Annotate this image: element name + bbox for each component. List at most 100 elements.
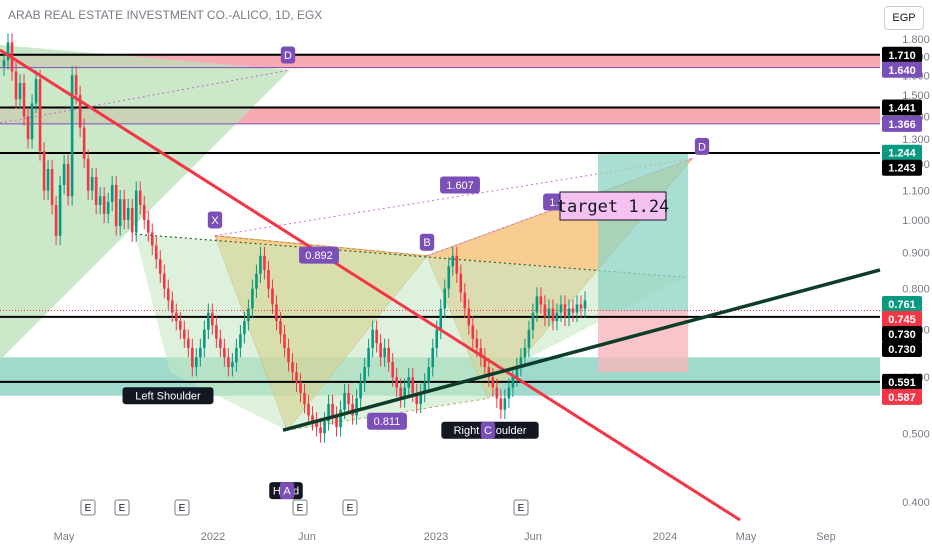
x-tick-label: 2022 [201, 531, 225, 543]
candle-body [559, 304, 563, 313]
candle-body [191, 347, 194, 368]
price-axis-label-bg [882, 144, 922, 161]
price-axis-label-bg [882, 311, 922, 328]
point-label-c: C [480, 421, 496, 439]
price-axis-label: 0.730 [882, 341, 922, 358]
y-tick-label: 1.300 [902, 134, 930, 146]
candle-body [555, 312, 559, 322]
green-uptrend-line [282, 268, 881, 432]
candle-body [215, 325, 218, 339]
price-axis-label: 1.441 [882, 99, 922, 116]
ratio-label-0811-text: 0.811 [374, 416, 401, 428]
candle-body [58, 185, 62, 236]
target-profit-zone [598, 152, 688, 311]
earnings-marker-text: E [518, 503, 525, 514]
candle-body [387, 347, 390, 363]
x-tick-label: May [736, 531, 757, 543]
point-label-c-bg [480, 421, 496, 439]
price-axis-label-text: 0.761 [888, 299, 916, 311]
candle-body [435, 329, 439, 348]
candle-body [383, 347, 386, 358]
left-shoulder-label-bg [122, 387, 214, 405]
candle-body [355, 398, 358, 416]
candle-body [126, 207, 130, 220]
currency-button[interactable]: EGP [884, 6, 924, 30]
candle-body [74, 75, 78, 96]
candle-body [391, 362, 394, 378]
price-axis-label-bg [882, 341, 922, 358]
left-triangle-dotted [0, 69, 291, 124]
candle-body [291, 362, 294, 373]
candle-body [118, 199, 122, 227]
earnings-marker-bg [292, 499, 308, 516]
earnings-marker[interactable]: E [114, 499, 130, 516]
candle-body [26, 116, 30, 140]
earnings-marker[interactable]: E [174, 499, 190, 516]
y-tick-label: 0.500 [902, 428, 930, 440]
candle-body [22, 83, 26, 117]
candle-body [523, 347, 527, 358]
candle-body [138, 190, 142, 205]
candle-body [110, 185, 114, 203]
x-tick-label: 2024 [653, 531, 677, 543]
earnings-marker-text: E [297, 503, 304, 514]
candle-body [243, 321, 246, 335]
price-axis-label-bg [882, 159, 922, 176]
point-label-d: D [694, 137, 710, 155]
y-tick-label: 1.800 [902, 34, 930, 46]
candle-body [203, 329, 206, 348]
candle-body [251, 288, 254, 309]
point-label-d-top-text: D [284, 50, 292, 62]
candle-body [551, 308, 555, 322]
point-label-x-bg [207, 211, 223, 229]
price-axis-label-bg [882, 46, 922, 63]
candle-body [227, 357, 230, 368]
price-axis-label: 0.745 [882, 311, 922, 328]
price-axis-label-text: 0.591 [888, 377, 916, 389]
earnings-marker[interactable]: E [513, 499, 529, 516]
candle-body [511, 377, 515, 388]
earnings-marker[interactable]: E [292, 499, 308, 516]
candle-body [14, 71, 18, 100]
candle-body [539, 296, 543, 305]
earnings-marker-bg [174, 499, 190, 516]
ratio-label-1607-bg [440, 176, 480, 194]
candle-body [359, 382, 362, 399]
candle-body [459, 273, 463, 293]
earnings-marker-text: E [179, 503, 186, 514]
price-axis-label-bg [882, 61, 922, 78]
point-label-d-top-bg [280, 46, 296, 64]
candle-body [179, 321, 182, 330]
price-axis-label-text: 1.243 [888, 163, 916, 175]
ratio-label-0892: 0.892 [299, 246, 339, 264]
candle-body [42, 151, 46, 191]
candle-body [471, 325, 475, 339]
candle-body [146, 219, 150, 233]
candle-body [303, 392, 306, 404]
xd-dotted [214, 158, 693, 237]
candle-body [154, 245, 158, 260]
candle-body [66, 163, 70, 197]
point-label-d-text: D [698, 141, 706, 153]
candle-body [255, 273, 258, 289]
price-axis-label-bg [882, 115, 922, 132]
candle-body [411, 377, 415, 393]
candle-body [94, 176, 98, 205]
candle-body [235, 347, 238, 363]
candle-body [531, 312, 535, 330]
point-label-d-bg [694, 137, 710, 155]
point-label-x-text: X [211, 215, 219, 227]
candle-body [399, 387, 402, 399]
price-axis-label-text: 1.710 [888, 50, 916, 62]
candle-body [319, 427, 322, 434]
earnings-marker[interactable]: E [342, 499, 358, 516]
candle-body [327, 403, 330, 422]
candle-body [307, 403, 310, 416]
candle-body [150, 232, 154, 246]
ratio-label-0892-bg [299, 246, 339, 264]
point-label-b-text: B [423, 237, 430, 249]
earnings-marker[interactable]: E [80, 499, 96, 516]
candle-body [50, 168, 54, 205]
point-label-a: A [279, 482, 295, 500]
